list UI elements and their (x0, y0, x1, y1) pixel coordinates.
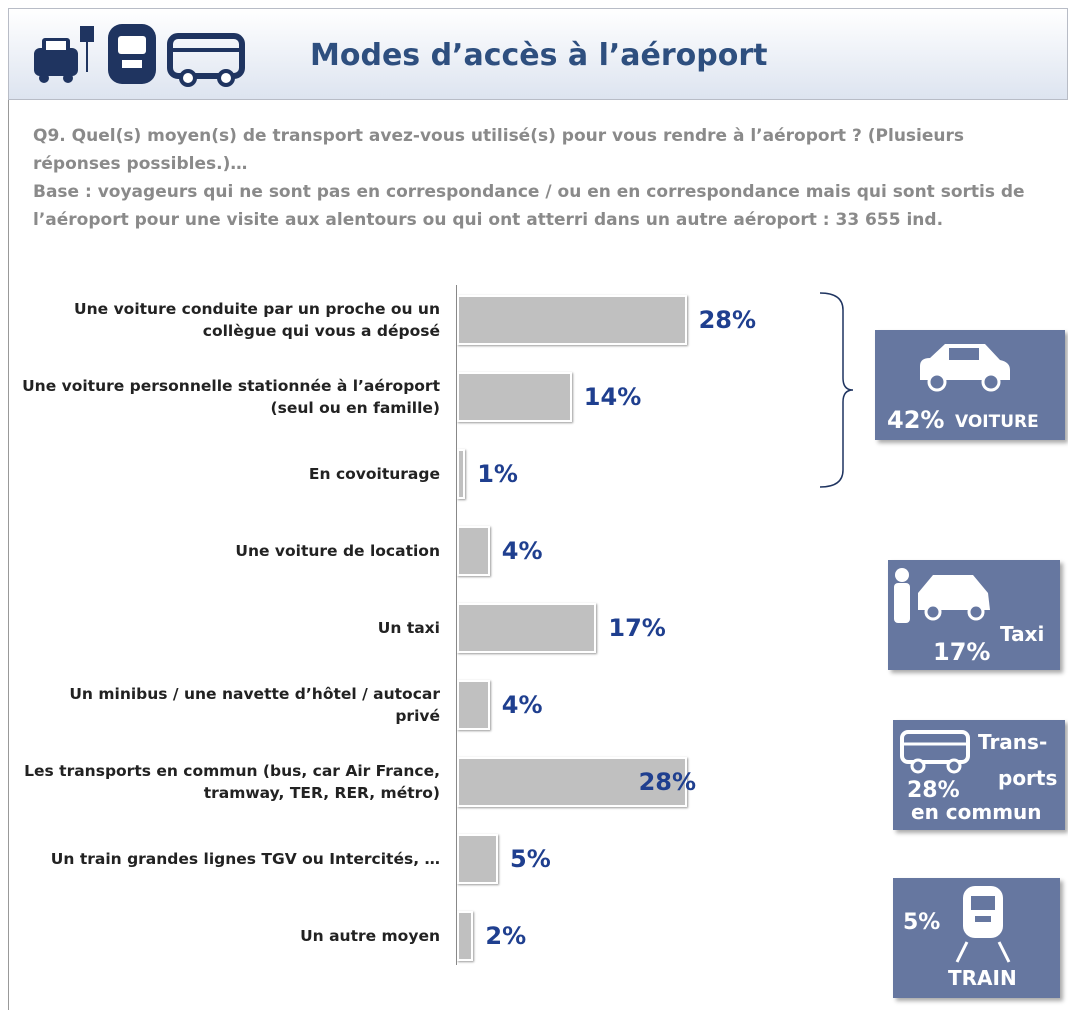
summary-box: 17% Taxi (888, 560, 1060, 670)
summary-value: 5% (903, 910, 941, 935)
summary-box: 42% VOITURE (875, 330, 1065, 440)
data-label: 14% (583, 383, 642, 411)
data-label: 1% (477, 460, 518, 488)
summary-value: 42% (887, 406, 945, 434)
summary-label: Taxi (1000, 622, 1045, 646)
category-label: Une voiture personnelle stationnée à l’a… (22, 377, 440, 417)
summary-box: 5% TRAIN (893, 878, 1060, 998)
header-icons (34, 24, 245, 87)
category-label: Un train grandes lignes TGV ou Intercité… (50, 850, 440, 868)
bar (457, 526, 490, 576)
summary-label: en commun (911, 800, 1042, 824)
left-border (8, 100, 9, 1010)
summary-value: 28% (907, 778, 960, 803)
bar (457, 834, 498, 884)
summary-label: ports (998, 766, 1058, 790)
car-icon (920, 344, 1010, 392)
data-label: 2% (485, 922, 527, 950)
bar (457, 680, 490, 730)
data-label: 28% (638, 768, 697, 796)
category-label: En covoiturage (308, 465, 440, 483)
summary-label: TRAIN (948, 966, 1017, 990)
category-label: Une voiture de location (235, 542, 440, 560)
summary-label: VOITURE (955, 412, 1039, 432)
bus-icon (900, 730, 970, 774)
category-label: Une voiture conduite par un proche ou un… (74, 300, 440, 340)
data-label: 17% (608, 614, 666, 642)
category-label: Un minibus / une navette d’hôtel / autoc… (69, 685, 440, 725)
question: Q9. Quel(s) moyen(s) de transport avez-v… (33, 122, 1043, 234)
bar (457, 449, 466, 499)
brace (819, 292, 854, 488)
axis-line (456, 285, 457, 965)
bar (457, 911, 474, 961)
data-label: 28% (698, 306, 757, 334)
bar (457, 295, 687, 345)
category-label: Un autre moyen (300, 927, 440, 945)
title: Modes d’accès à l’aéroport (310, 38, 768, 73)
category-label: Un taxi (377, 619, 440, 637)
taxi-icon (894, 568, 990, 623)
data-label: 4% (501, 537, 543, 565)
base-text: Base : voyageurs qui ne sont pas en corr… (33, 182, 1025, 230)
category-label: Les transports en commun (bus, car Air F… (24, 762, 440, 802)
bar (457, 372, 572, 422)
bar (457, 603, 597, 653)
summary-box: 28% Trans- ports en commun (893, 720, 1065, 830)
summary-value: 17% (933, 638, 991, 666)
bar (457, 757, 687, 807)
summary-label: Trans- (978, 730, 1048, 754)
data-label: 4% (501, 691, 543, 719)
train-icon (955, 886, 1011, 963)
question-text: Q9. Quel(s) moyen(s) de transport avez-v… (33, 126, 964, 174)
data-label: 5% (510, 845, 551, 873)
